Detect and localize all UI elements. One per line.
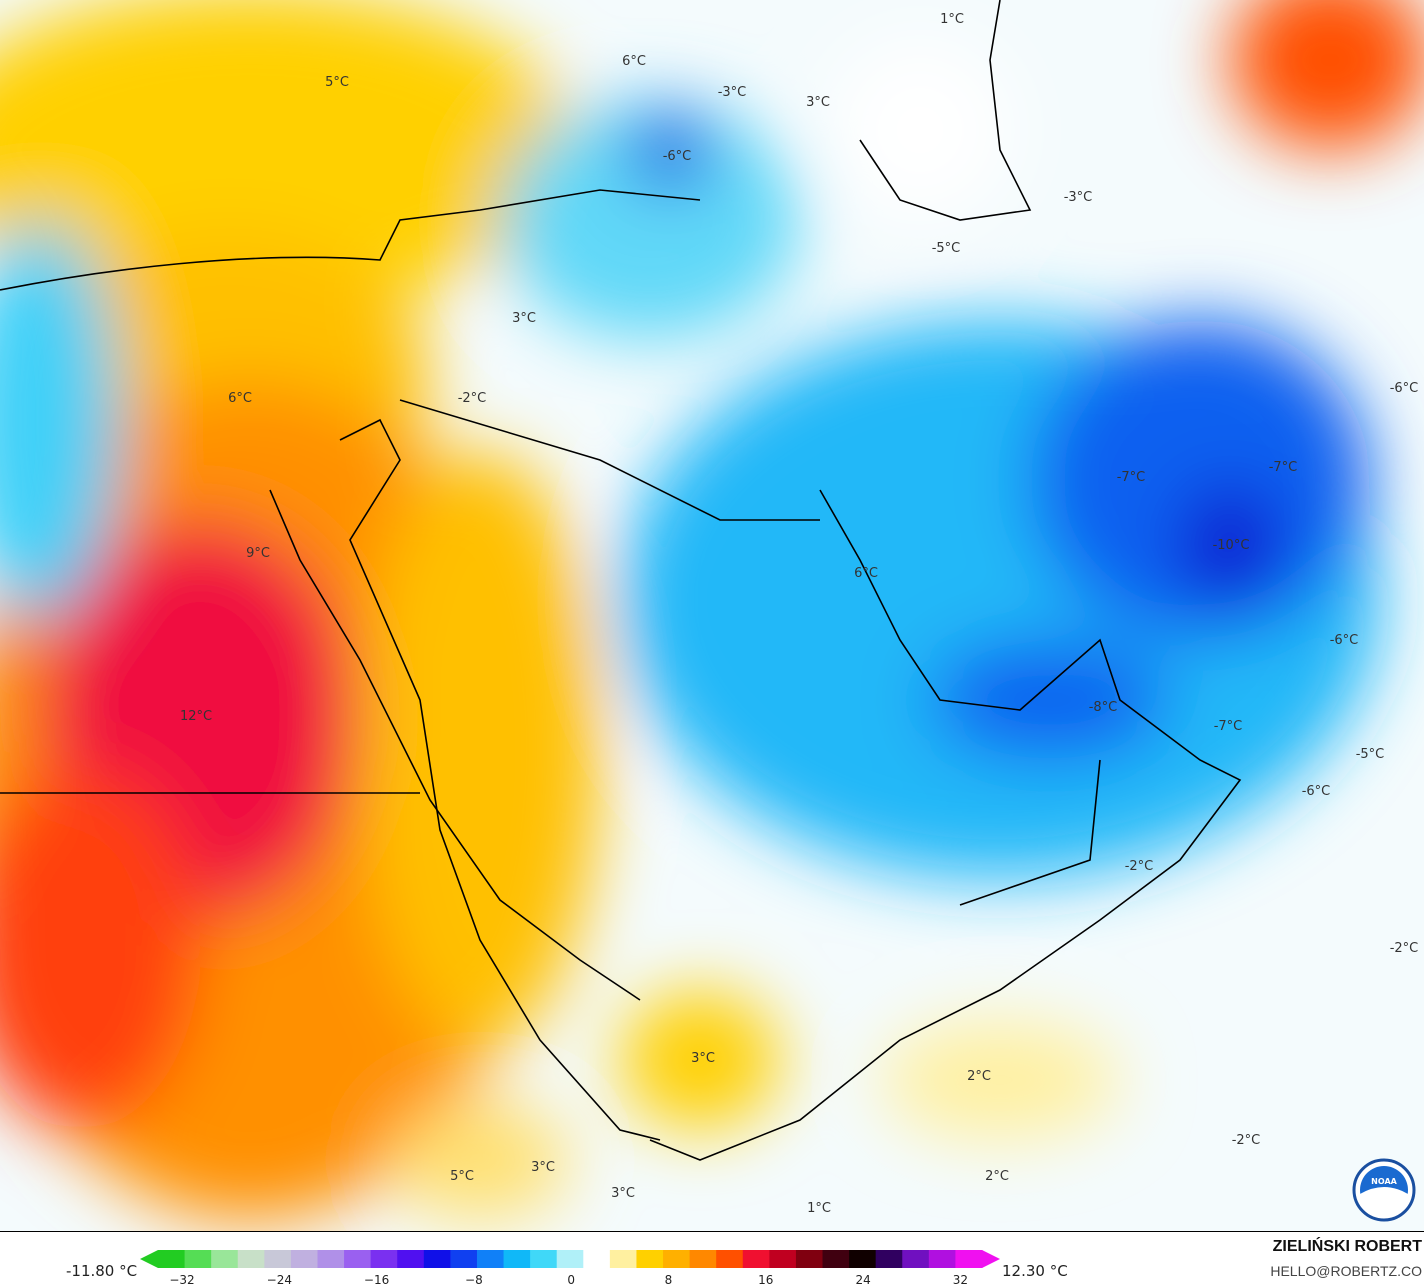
colorbar-segment [955, 1250, 983, 1268]
temperature-label: -7°C [1117, 470, 1146, 485]
temperature-label: -7°C [1269, 460, 1298, 475]
colorbar-segment [317, 1250, 345, 1268]
temperature-label: 1°C [940, 12, 964, 27]
colorbar-tick: −8 [465, 1273, 483, 1287]
temperature-label: -8°C [1089, 700, 1118, 715]
colorbar-segment [237, 1250, 265, 1268]
colorbar-segment [450, 1250, 478, 1268]
temperature-label: 5°C [450, 1169, 474, 1184]
colorbar-segment [769, 1250, 797, 1268]
temperature-label: 3°C [531, 1160, 555, 1175]
colorbar-segment [822, 1250, 850, 1268]
colorbar-tick: −16 [363, 1273, 390, 1287]
temperature-label: 1°C [807, 1201, 831, 1216]
temperature-label: 5°C [325, 75, 349, 90]
temperature-label: -7°C [1214, 719, 1243, 734]
colorbar-tick: 24 [855, 1273, 871, 1287]
colorbar [140, 1250, 1000, 1268]
coastlines [0, 0, 1242, 1161]
colorbar-tick: 32 [952, 1273, 969, 1287]
colorbar-extend-arrow [140, 1250, 158, 1268]
noaa-logo: NOAA [1352, 1158, 1416, 1222]
temperature-label: -2°C [1125, 859, 1154, 874]
temperature-label: -5°C [1356, 747, 1385, 762]
colorbar-segment [663, 1250, 691, 1268]
colorbar-segment [530, 1250, 558, 1268]
temperature-label: 2°C [967, 1069, 991, 1084]
color-field [0, 0, 1424, 1220]
colorbar-segment [902, 1250, 930, 1268]
temperature-anomaly-map: 5°C 6°C -3°C 3°C 1°C -6°C -3°C -5°C 3°C -2°C 6°C -6… [0, 0, 1424, 1232]
temperature-label: 6°C [228, 391, 252, 406]
temperature-label: -2°C [1232, 1133, 1261, 1148]
colorbar-segment [583, 1250, 611, 1268]
colorbar-segment [716, 1250, 744, 1268]
temperature-label: -2°C [458, 391, 487, 406]
colorbar-segment [476, 1250, 505, 1268]
colorbar-legend: -11.80 °C −32 −24 −16 −8 0 8 16 24 32 12.30 °C Z… [0, 1232, 1424, 1287]
colorbar-segment [609, 1250, 637, 1268]
temperature-label: 2°C [985, 1169, 1009, 1184]
temperature-label: 12°C [180, 709, 212, 724]
temperature-label: -6°C [1330, 633, 1359, 648]
temperature-label: -5°C [932, 241, 961, 256]
temperature-label: 6°C [622, 54, 646, 69]
min-value: -11.80 °C [66, 1262, 138, 1280]
colorbar-tick: −32 [169, 1273, 195, 1287]
temperature-label: 3°C [806, 95, 830, 110]
temperature-label: 9°C [246, 546, 270, 561]
colorbar-extend-arrow [982, 1250, 1000, 1268]
colorbar-segment [636, 1250, 664, 1268]
colorbar-segment [211, 1250, 239, 1268]
temperature-label: 3°C [611, 1186, 635, 1201]
colorbar-segment [290, 1250, 318, 1268]
colorbar-segment [370, 1250, 398, 1268]
colorbar-segment [875, 1250, 903, 1268]
temperature-label: -10°C [1213, 538, 1250, 553]
temperature-label: -3°C [718, 85, 747, 100]
temperature-label: -6°C [1302, 784, 1331, 799]
colorbar-tick: 8 [664, 1273, 673, 1287]
author-credit: ZIELIŃSKI ROBERT [1272, 1238, 1422, 1255]
colorbar-segment [397, 1250, 425, 1268]
author-email: HELLO@ROBERTZ.CO [1270, 1263, 1422, 1279]
temperature-label: -3°C [1064, 190, 1093, 205]
colorbar-segment [849, 1250, 877, 1268]
colorbar-segment [503, 1250, 531, 1268]
colorbar-segment [264, 1250, 292, 1268]
colorbar-segment [158, 1250, 186, 1268]
temperature-label: -2°C [1390, 941, 1419, 956]
colorbar-segment [742, 1250, 770, 1268]
colorbar-tick: −24 [266, 1273, 292, 1287]
colorbar-segment [184, 1250, 212, 1268]
colorbar-segment [928, 1250, 956, 1268]
temperature-label: -6°C [663, 149, 692, 164]
temperature-label: 3°C [512, 311, 536, 326]
temperature-label: 3°C [691, 1051, 715, 1066]
max-value: 12.30 °C [1002, 1262, 1068, 1280]
svg-text:NOAA: NOAA [1371, 1177, 1397, 1186]
colorbar-segment [795, 1250, 824, 1268]
temperature-labels: 5°C 6°C -3°C 3°C 1°C -6°C -3°C -5°C 3°C -2°C 6°C -6… [180, 12, 1418, 1216]
colorbar-segment [344, 1250, 372, 1268]
colorbar-tick: 0 [567, 1273, 576, 1287]
temperature-label: 6°C [854, 566, 878, 581]
colorbar-tick: 16 [758, 1273, 774, 1287]
colorbar-segment [556, 1250, 584, 1268]
colorbar-segment [423, 1250, 451, 1268]
temperature-label: -6°C [1390, 381, 1419, 396]
colorbar-segment [689, 1250, 717, 1268]
